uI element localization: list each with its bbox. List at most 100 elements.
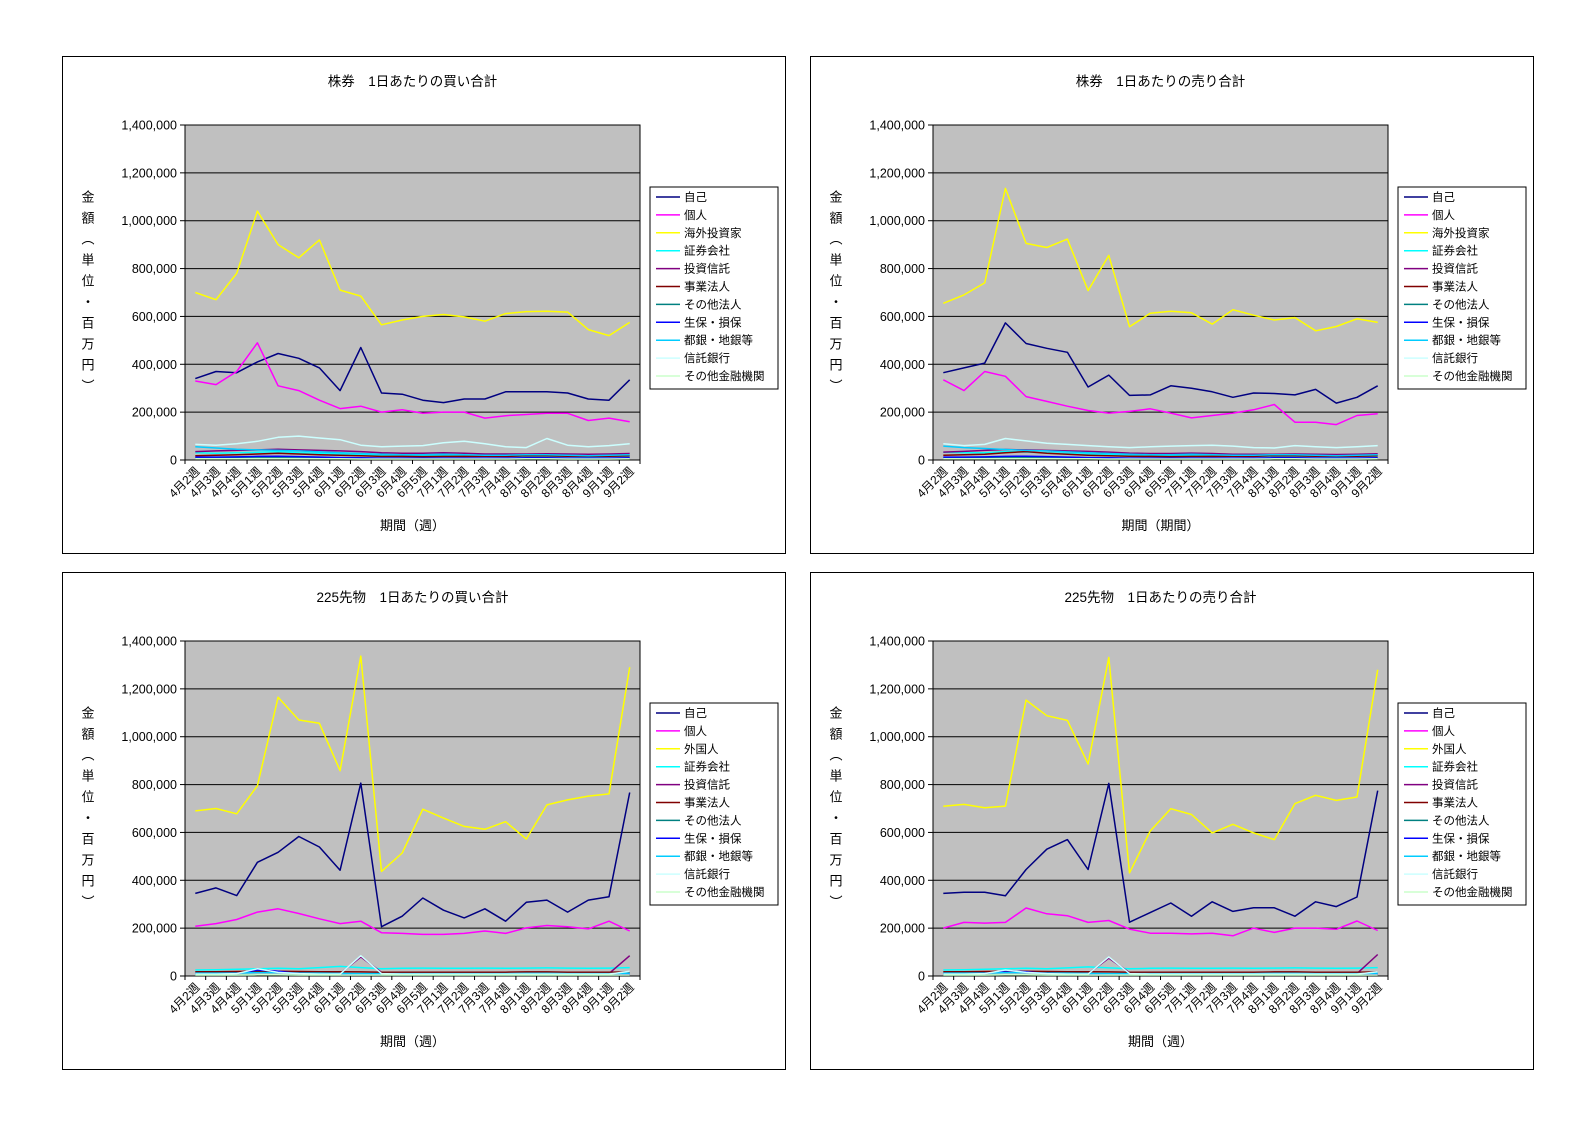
y-axis-tick-label: 200,000 <box>132 406 177 420</box>
legend-label: 個人 <box>684 725 707 738</box>
legend-item: 個人 <box>1404 725 1455 738</box>
y-axis-title-char: 金 <box>81 706 94 721</box>
legend-label: 生保・損保 <box>1432 315 1490 329</box>
y-axis-title-char: 万 <box>829 853 842 868</box>
chart-panel-futures-buy-total: 225先物 1日あたりの買い合計 0 200,000 400,000 600,000 80… <box>62 572 786 1070</box>
y-axis-title-char: 百 <box>81 316 94 331</box>
legend-label: 信託銀行 <box>684 351 730 365</box>
y-axis-tick-label: 400,000 <box>880 358 925 372</box>
y-axis-tick-label: 1,400,000 <box>869 119 925 133</box>
y-axis-title-char: 単 <box>81 253 94 268</box>
legend-label: 信託銀行 <box>1432 351 1478 365</box>
plot-area <box>932 124 1389 461</box>
legend-item: 証券会社 <box>1404 760 1478 774</box>
legend-label: その他法人 <box>1432 813 1490 827</box>
chart-title: 株券 1日あたりの売り合計 <box>1076 74 1246 89</box>
chart-title: 225先物 1日あたりの買い合計 <box>316 590 508 605</box>
legend-label: 信託銀行 <box>684 867 730 881</box>
legend-item: 外国人 <box>656 743 719 756</box>
y-axis-title-char: 位 <box>829 790 842 805</box>
y-axis-tick-label: 400,000 <box>880 874 925 888</box>
legend-item: 個人 <box>1404 209 1455 222</box>
legend-item: 事業法人 <box>1404 796 1478 810</box>
legend-label: その他金融機関 <box>684 369 765 383</box>
series-line-individuals <box>195 908 631 936</box>
legend-item: 都銀・地銀等 <box>1404 333 1501 347</box>
y-axis-title-char: 金 <box>829 706 842 721</box>
series-line-proprietary <box>943 322 1379 404</box>
y-axis-tick-label: 1,200,000 <box>121 166 177 180</box>
legend-box <box>649 186 779 390</box>
legend-label: その他金融機関 <box>684 885 765 899</box>
series-line-individuals <box>195 342 630 423</box>
legend-label: その他金融機関 <box>1432 369 1513 383</box>
legend-label: 自己 <box>684 707 707 720</box>
y-axis-tick-label: 1,200,000 <box>869 682 925 696</box>
legend-item: 個人 <box>656 209 707 222</box>
x-axis-title: 期間（週） <box>1128 1034 1193 1049</box>
y-axis-title-char: ・ <box>81 811 94 826</box>
legend: 自己個人海外投資家証券会社投資信託事業法人その他法人生保・損保都銀・地銀等信託銀… <box>649 186 779 390</box>
chart-svg: 株券 1日あたりの買い合計 0 200,000 400,000 600,000 800,0… <box>62 56 786 554</box>
x-axis-title: 期間（週） <box>380 518 445 533</box>
legend-label: その他金融機関 <box>1432 885 1513 899</box>
legend-label: 自己 <box>1432 707 1455 720</box>
y-axis-tick-label: 800,000 <box>880 778 925 792</box>
legend-item: その他法人 <box>1404 297 1490 311</box>
chart-title: 株券 1日あたりの買い合計 <box>328 74 498 89</box>
y-axis-title-char: 額 <box>829 727 842 742</box>
series-line-city-regional-banks <box>943 445 1378 457</box>
series-line-proprietary <box>195 782 631 928</box>
y-axis-title-char: 単 <box>829 253 842 268</box>
legend-label: 都銀・地銀等 <box>1432 333 1501 347</box>
legend-label: 都銀・地銀等 <box>684 849 753 863</box>
y-axis-title-char: 位 <box>829 274 842 289</box>
y-axis-tick-label: 1,200,000 <box>869 166 925 180</box>
legend-label: 個人 <box>1432 209 1455 222</box>
legend: 自己個人外国人証券会社投資信託事業法人その他法人生保・損保都銀・地銀等信託銀行そ… <box>1397 702 1527 906</box>
y-axis-title-char: 金 <box>829 190 842 205</box>
y-axis-title-char: ︵ <box>81 232 94 247</box>
y-axis-tick-label: 1,400,000 <box>121 635 177 649</box>
y-axis-title-char: 万 <box>81 853 94 868</box>
series-line-trust-banks <box>943 956 1378 975</box>
chart-panel-stock-sell-total: 株券 1日あたりの売り合計 0 200,000 400,000 600,000 800,0… <box>810 56 1534 554</box>
legend-label: 投資信託 <box>1432 778 1478 792</box>
legend-item: 投資信託 <box>1404 778 1478 792</box>
legend-box <box>1397 702 1527 906</box>
y-axis-tick-label: 1,400,000 <box>121 119 177 133</box>
legend-item: その他金融機関 <box>1404 369 1513 383</box>
series-line-securities-firms <box>943 966 1378 971</box>
series-line-foreigners <box>943 187 1378 332</box>
legend-item: その他法人 <box>656 297 742 311</box>
series-line-trust-banks <box>195 435 630 449</box>
legend-item: 生保・損保 <box>656 315 742 329</box>
y-axis-title-char: ︶ <box>829 895 842 910</box>
y-axis-title-char: 単 <box>81 769 94 784</box>
legend-item: 信託銀行 <box>1404 351 1478 365</box>
y-axis-tick-label: 1,000,000 <box>121 730 177 744</box>
x-axis-title: 期間（週） <box>380 1034 445 1049</box>
series-line-proprietary <box>943 782 1379 923</box>
legend-item: 海外投資家 <box>1404 226 1490 240</box>
chart-panel-futures-sell-total: 225先物 1日あたりの売り合計 0 200,000 400,000 600,000 80… <box>810 572 1534 1070</box>
legend-item: 証券会社 <box>1404 244 1478 258</box>
y-axis-title-char: 百 <box>829 316 842 331</box>
y-axis-title-char: 位 <box>81 274 94 289</box>
legend-label: 投資信託 <box>684 262 730 276</box>
legend-item: その他金融機関 <box>656 885 765 899</box>
legend-item: 生保・損保 <box>1404 831 1490 845</box>
y-axis-title-char: 万 <box>81 337 94 352</box>
y-axis-title-char: ︶ <box>81 895 94 910</box>
y-axis-title-char: ・ <box>829 295 842 310</box>
y-axis-tick-label: 200,000 <box>880 406 925 420</box>
chart-svg: 225先物 1日あたりの買い合計 0 200,000 400,000 600,000 80… <box>62 572 786 1070</box>
legend-item: その他法人 <box>656 813 742 827</box>
legend-item: 自己 <box>656 191 707 204</box>
y-axis-title-char: ︵ <box>829 748 842 763</box>
legend-label: 外国人 <box>1432 743 1467 756</box>
series-line-foreigners <box>195 210 631 337</box>
y-axis-tick-label: 0 <box>170 970 177 984</box>
legend-label: 都銀・地銀等 <box>684 333 753 347</box>
y-axis-tick-label: 0 <box>918 454 925 468</box>
